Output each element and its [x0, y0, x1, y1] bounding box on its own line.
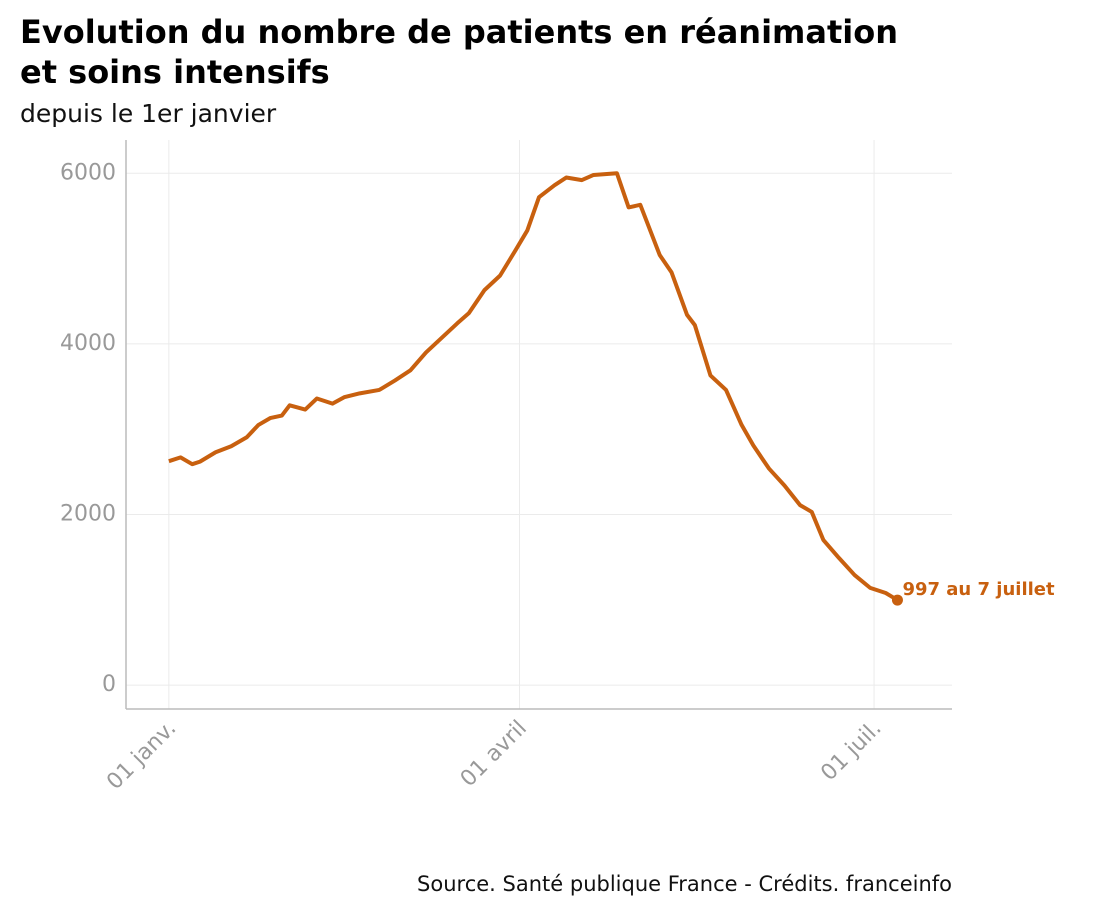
data-line	[168, 171, 899, 602]
caption: Source. Santé publique France - Crédits.…	[417, 872, 952, 896]
chart-title-line: et soins intensifs	[20, 53, 330, 91]
end-point	[891, 594, 903, 606]
annotation: 997 au 7 juillet	[902, 579, 1055, 600]
x-tick-label: 01 janv.	[102, 716, 181, 795]
y-tick-label: 4000	[60, 331, 116, 356]
chart-title-line: Evolution du nombre de patients en réani…	[20, 13, 898, 51]
x-tick-label: 01 avril	[456, 716, 532, 792]
y-tick-label: 2000	[60, 501, 116, 526]
y-tick-label: 0	[102, 672, 116, 697]
chart-subtitle: depuis le 1er janvier	[20, 99, 277, 128]
x-tick-label: 01 juil.	[816, 716, 886, 786]
y-tick-label: 6000	[60, 160, 116, 185]
